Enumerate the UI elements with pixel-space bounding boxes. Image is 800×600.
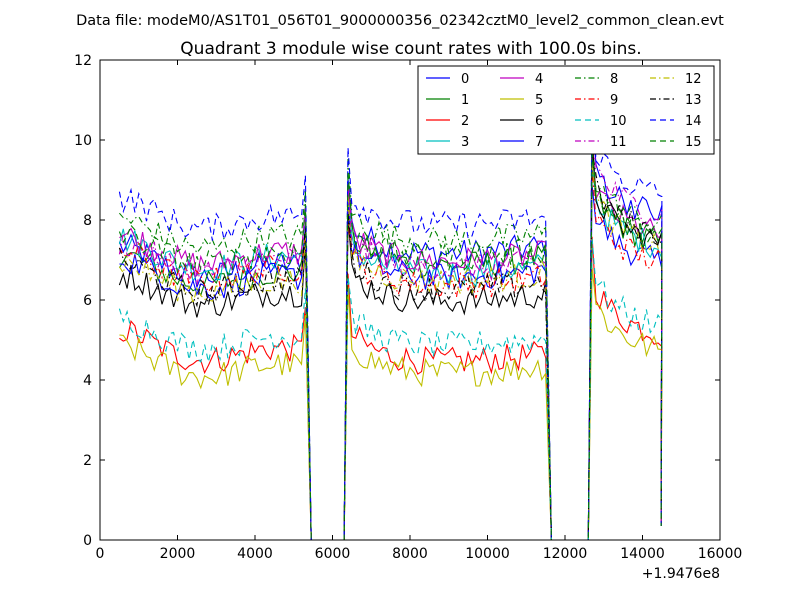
legend-label-2: 2 — [461, 114, 469, 129]
axis-ticks: 0 2000 4000 6000 8000 10000 12000 14000 16000 0 2 4… — [74, 53, 742, 562]
y-tick-label: 8 — [83, 213, 92, 229]
legend-label-3: 3 — [461, 135, 469, 150]
legend-label-14: 14 — [685, 114, 702, 129]
legend-label-4: 4 — [535, 72, 543, 87]
x-tick-label: 4000 — [237, 546, 273, 562]
x-offset-label: +1.9476e8 — [642, 566, 720, 582]
chart-title: Quadrant 3 module wise count rates with … — [180, 39, 641, 59]
legend-label-12: 12 — [685, 72, 702, 87]
legend-label-13: 13 — [685, 93, 702, 108]
series-line-9 — [118, 165, 663, 541]
legend-label-5: 5 — [535, 93, 543, 108]
y-tick-label: 0 — [83, 533, 92, 549]
series-line-7 — [119, 110, 663, 541]
legend-label-10: 10 — [610, 114, 627, 129]
series-line-13 — [118, 149, 663, 541]
legend-label-6: 6 — [535, 114, 543, 129]
series-line-12 — [118, 166, 663, 541]
x-tick-label: 6000 — [315, 546, 351, 562]
legend-label-9: 9 — [610, 93, 618, 108]
series-line-8 — [118, 146, 663, 541]
legend-label-7: 7 — [535, 135, 543, 150]
series-line-0 — [118, 178, 663, 541]
series-line-3 — [118, 168, 663, 541]
y-tick-label: 10 — [74, 133, 92, 149]
legend-label-8: 8 — [610, 72, 618, 87]
x-tick-label: 8000 — [392, 546, 428, 562]
x-tick-label: 10000 — [465, 546, 510, 562]
series-line-11 — [118, 131, 663, 541]
y-tick-label: 12 — [74, 53, 92, 69]
y-tick-label: 2 — [83, 453, 92, 469]
series-line-1 — [118, 153, 663, 541]
legend-label-11: 11 — [610, 135, 627, 150]
x-tick-label: 12000 — [543, 546, 588, 562]
x-tick-label: 16000 — [698, 546, 743, 562]
legend-label-15: 15 — [685, 135, 702, 150]
legend-label-0: 0 — [461, 72, 469, 87]
y-tick-label: 4 — [83, 373, 92, 389]
series-layer — [118, 93, 663, 541]
x-tick-label: 14000 — [620, 546, 665, 562]
y-tick-label: 6 — [83, 293, 92, 309]
series-line-14 — [118, 93, 663, 541]
series-line-6 — [118, 138, 663, 541]
chart-suptitle: Data file: modeM0/AS1T01_056T01_90000003… — [76, 13, 724, 29]
legend-label-1: 1 — [461, 93, 469, 108]
legend-frame — [417, 65, 715, 155]
series-line-5 — [119, 267, 663, 541]
series-line-15 — [118, 149, 663, 541]
x-tick-label: 2000 — [160, 546, 196, 562]
x-tick-label: 0 — [96, 546, 105, 562]
